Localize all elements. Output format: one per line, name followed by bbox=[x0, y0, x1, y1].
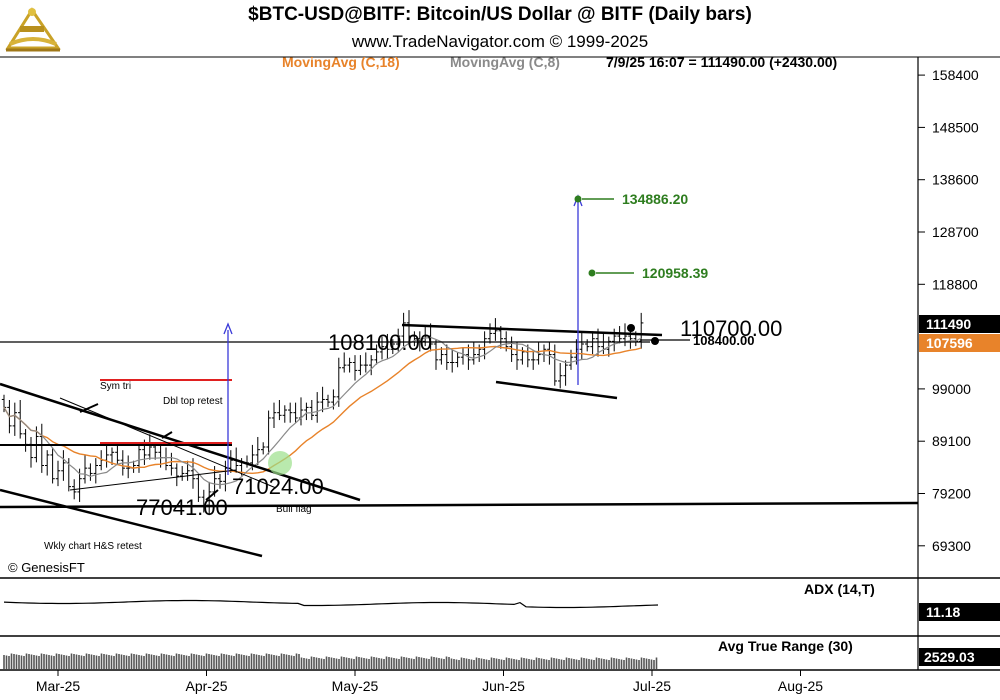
target-label: 120958.39 bbox=[642, 265, 708, 281]
y-tick-label: 69300 bbox=[932, 538, 971, 554]
flag-upper-line bbox=[401, 323, 663, 337]
y-tick-label: 99000 bbox=[932, 381, 971, 397]
atr-title: Avg True Range (30) bbox=[718, 638, 853, 654]
x-tick-label: Mar-25 bbox=[36, 678, 81, 694]
panel-frames bbox=[0, 56, 1000, 671]
flag-lower-line bbox=[495, 380, 618, 400]
y-tick-label: 148500 bbox=[932, 119, 979, 135]
bull-flag-marker bbox=[268, 451, 292, 475]
level-label-108400: 108400.00 bbox=[693, 333, 754, 348]
quote-readout: 7/9/25 16:07 = 111490.00 (+2430.00) bbox=[606, 54, 837, 70]
x-tick-label: Aug-25 bbox=[778, 678, 823, 694]
y-tick-label: 79200 bbox=[932, 486, 971, 502]
channel-lower-line bbox=[0, 488, 263, 558]
chart-subtitle: www.TradeNavigator.com © 1999-2025 bbox=[351, 32, 649, 51]
ma-value-tag-text: 107596 bbox=[926, 335, 973, 351]
target-dot bbox=[588, 269, 596, 277]
y-tick-label: 89100 bbox=[932, 433, 971, 449]
ma8-legend: MovingAvg (C,8) bbox=[450, 54, 560, 70]
trendline-annotations: 134886.20 120958.39 108100.00 110700.001084… bbox=[0, 191, 1000, 558]
arrowhead-icon bbox=[223, 322, 233, 335]
x-tick-label: Jun-25 bbox=[482, 678, 525, 694]
x-axis: Mar-25 Apr-25 May-25 Jun-25 Jul-25 Aug-25 bbox=[36, 670, 823, 694]
x-tick-label: Jul-25 bbox=[633, 678, 671, 694]
callout-arrow bbox=[79, 403, 99, 413]
target-dot bbox=[574, 195, 582, 203]
atr-value-text: 2529.03 bbox=[924, 649, 975, 665]
ma-value-tag bbox=[919, 334, 1000, 352]
callout-bull-flag: Bull flag bbox=[276, 504, 312, 515]
sextant-logo-icon bbox=[5, 7, 61, 52]
level-label-110700: 110700.00 bbox=[680, 316, 782, 341]
credit-label: © GenesisFT bbox=[8, 560, 85, 575]
x-tick-label: May-25 bbox=[332, 678, 379, 694]
adx-line bbox=[3, 599, 659, 609]
callout-arrow bbox=[161, 431, 173, 439]
level-label-77041: 77041.00 bbox=[136, 495, 228, 520]
pivot-dot bbox=[651, 337, 659, 345]
indicator-panels: 11.18 2529.03 bbox=[3, 599, 1000, 669]
last-price-tag-text: 111490 bbox=[926, 316, 971, 332]
pivot-dot bbox=[627, 324, 635, 332]
sym-tri-upper bbox=[59, 397, 277, 489]
adx-value-text: 11.18 bbox=[926, 604, 960, 620]
candles bbox=[1, 310, 644, 516]
price-axis-ticks: 158400 148500 138600 128700 118800 99000 89100… bbox=[918, 67, 979, 554]
sym-tri-lower bbox=[69, 469, 237, 491]
adx-value-tag bbox=[919, 603, 1000, 621]
support-line bbox=[0, 501, 919, 509]
level-label-71024: 71024.00 bbox=[232, 474, 324, 499]
y-tick-label: 138600 bbox=[932, 172, 979, 188]
adx-title: ADX (14,T) bbox=[804, 581, 875, 597]
y-tick-label: 128700 bbox=[932, 224, 979, 240]
ma8-line bbox=[3, 336, 642, 486]
last-price-tag bbox=[919, 315, 1000, 333]
y-tick-label: 118800 bbox=[932, 276, 978, 292]
ma18-legend: MovingAvg (C,18) bbox=[282, 54, 400, 70]
x-tick-label: Apr-25 bbox=[185, 678, 227, 694]
target-label: 134886.20 bbox=[622, 191, 688, 207]
atr-value-tag bbox=[919, 648, 1000, 666]
callout-sym-tri: Sym tri bbox=[100, 381, 131, 392]
callout-dbl-top: Dbl top retest bbox=[163, 396, 223, 407]
callout-hs-retest: Wkly chart H&S retest bbox=[44, 541, 142, 552]
level-label-108100: 108100.00 bbox=[328, 330, 432, 355]
callout-arrow bbox=[205, 489, 219, 501]
chart-title: $BTC-USD@BITF: Bitcoin/US Dollar @ BITF … bbox=[248, 4, 752, 25]
y-tick-label: 158400 bbox=[932, 67, 979, 83]
